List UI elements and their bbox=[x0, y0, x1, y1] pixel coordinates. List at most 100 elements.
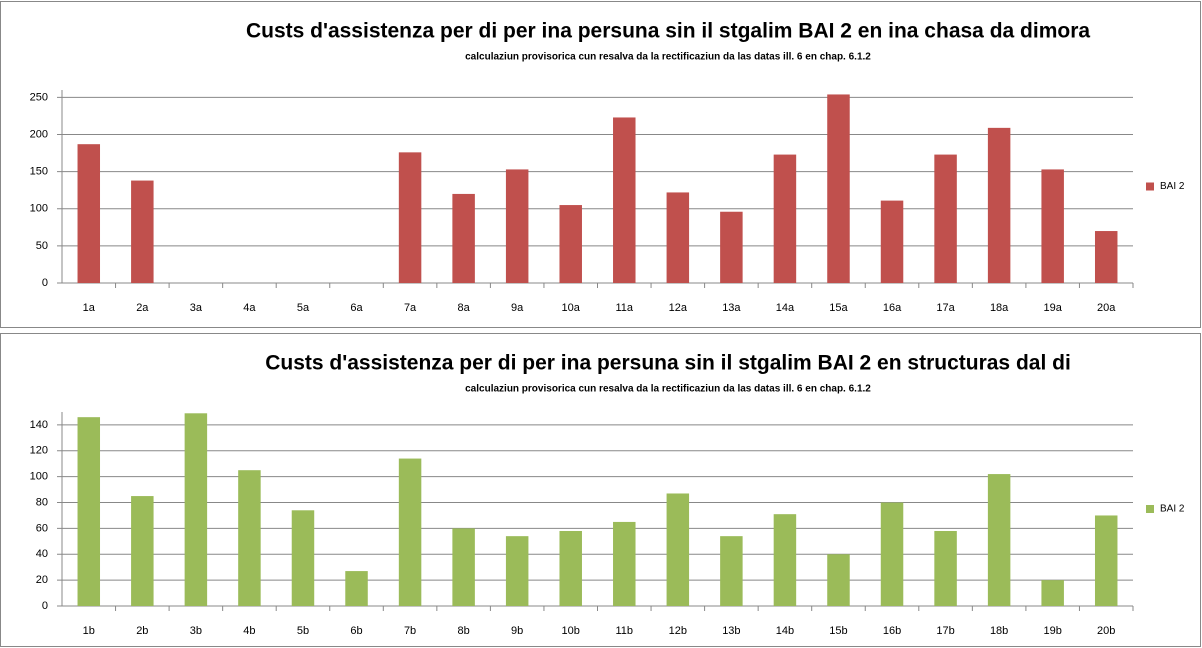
x-tick-label: 15a bbox=[829, 302, 848, 314]
bar bbox=[987, 127, 1011, 283]
x-tick-label: 7b bbox=[404, 625, 416, 637]
y-tick-label: 200 bbox=[30, 128, 48, 140]
y-tick-label: 50 bbox=[36, 240, 48, 252]
y-tick-label: 60 bbox=[36, 522, 48, 534]
chart-subtitle: calculaziun provisorica cun resalva da l… bbox=[465, 52, 871, 63]
bar bbox=[398, 458, 422, 606]
x-tick-label: 17b bbox=[936, 625, 954, 637]
x-tick-label: 8a bbox=[458, 302, 471, 314]
bar bbox=[666, 493, 690, 606]
bar bbox=[613, 117, 636, 283]
y-tick-label: 0 bbox=[42, 600, 48, 612]
x-tick-label: 18b bbox=[990, 625, 1008, 637]
chart-subtitle: calculaziun provisorica cun resalva da l… bbox=[465, 384, 871, 395]
x-tick-label: 10b bbox=[562, 625, 580, 637]
x-tick-label: 15b bbox=[829, 625, 847, 637]
x-tick-label: 17a bbox=[936, 302, 955, 314]
x-tick-label: 13b bbox=[722, 625, 740, 637]
bar bbox=[934, 154, 957, 283]
bar bbox=[559, 205, 582, 283]
bar bbox=[880, 200, 904, 283]
x-tick-label: 20b bbox=[1097, 625, 1115, 637]
y-tick-label: 140 bbox=[30, 419, 48, 431]
legend-swatch bbox=[1146, 182, 1154, 191]
bar bbox=[184, 413, 208, 606]
bar bbox=[559, 530, 582, 606]
x-tick-label: 20a bbox=[1097, 302, 1116, 314]
x-tick-label: 11b bbox=[616, 625, 634, 637]
bar bbox=[1041, 580, 1064, 606]
y-tick-label: 80 bbox=[36, 496, 48, 508]
x-tick-label: 9a bbox=[511, 302, 524, 314]
bar bbox=[131, 496, 154, 606]
bar bbox=[398, 152, 422, 283]
x-tick-label: 11a bbox=[616, 302, 634, 314]
x-tick-label: 18a bbox=[990, 302, 1009, 314]
x-tick-label: 9b bbox=[511, 625, 523, 637]
x-tick-label: 13a bbox=[722, 302, 741, 314]
bar bbox=[827, 94, 850, 283]
bar bbox=[1094, 515, 1118, 606]
bar bbox=[666, 192, 690, 283]
x-tick-label: 14a bbox=[776, 302, 795, 314]
x-tick-label: 1a bbox=[83, 302, 96, 314]
bar bbox=[77, 144, 101, 283]
bar bbox=[345, 571, 368, 606]
legend-label: BAI 2 bbox=[1160, 504, 1185, 515]
bar bbox=[720, 536, 743, 606]
bar bbox=[827, 554, 850, 606]
bar bbox=[934, 530, 957, 606]
x-tick-label: 4a bbox=[243, 302, 256, 314]
legend-label: BAI 2 bbox=[1160, 181, 1185, 192]
x-tick-label: 14b bbox=[776, 625, 794, 637]
x-tick-label: 12b bbox=[669, 625, 687, 637]
bar bbox=[291, 510, 315, 606]
y-tick-label: 20 bbox=[36, 574, 48, 586]
x-tick-label: 7a bbox=[404, 302, 417, 314]
y-tick-label: 250 bbox=[30, 91, 48, 103]
x-tick-label: 19a bbox=[1043, 302, 1062, 314]
x-tick-label: 4b bbox=[243, 625, 255, 637]
x-tick-label: 19b bbox=[1043, 625, 1061, 637]
bar bbox=[452, 193, 475, 283]
y-tick-label: 0 bbox=[42, 277, 48, 289]
x-tick-label: 1b bbox=[83, 625, 95, 637]
bar bbox=[613, 521, 636, 606]
bar bbox=[131, 180, 154, 283]
x-tick-label: 2b bbox=[136, 625, 148, 637]
y-tick-label: 150 bbox=[30, 166, 48, 178]
chart-frame bbox=[0, 1, 1201, 328]
chart-title: Custs d'assistenza per di per ina persun… bbox=[265, 352, 1071, 375]
x-tick-label: 5b bbox=[297, 625, 309, 637]
bar bbox=[1094, 231, 1118, 283]
bar bbox=[238, 470, 261, 606]
x-tick-label: 5a bbox=[297, 302, 310, 314]
y-tick-label: 100 bbox=[30, 471, 48, 483]
x-tick-label: 8b bbox=[458, 625, 470, 637]
x-tick-label: 3b bbox=[190, 625, 202, 637]
bar bbox=[720, 211, 743, 283]
x-tick-label: 10a bbox=[562, 302, 581, 314]
x-tick-label: 2a bbox=[136, 302, 149, 314]
chart-title: Custs d'assistenza per di per ina persun… bbox=[246, 20, 1090, 43]
x-tick-label: 16a bbox=[883, 302, 902, 314]
bar bbox=[880, 502, 904, 606]
legend-swatch bbox=[1146, 505, 1154, 513]
bar bbox=[773, 514, 797, 606]
x-tick-label: 6b bbox=[350, 625, 362, 637]
bar bbox=[505, 536, 529, 606]
y-tick-label: 100 bbox=[30, 203, 48, 215]
y-tick-label: 120 bbox=[30, 445, 48, 457]
y-tick-label: 40 bbox=[36, 548, 48, 560]
x-tick-label: 12a bbox=[669, 302, 688, 314]
bar bbox=[452, 528, 475, 606]
x-tick-label: 16b bbox=[883, 625, 901, 637]
chart-frame bbox=[0, 333, 1201, 647]
bar bbox=[77, 417, 101, 606]
bar bbox=[505, 169, 529, 283]
x-tick-label: 6a bbox=[350, 302, 363, 314]
bar bbox=[987, 474, 1011, 606]
x-tick-label: 3a bbox=[190, 302, 203, 314]
